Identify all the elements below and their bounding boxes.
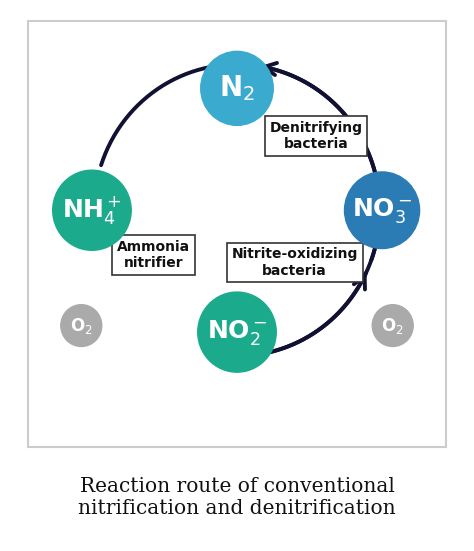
Circle shape [53, 170, 131, 250]
Circle shape [61, 305, 102, 347]
Circle shape [372, 305, 413, 347]
Text: NO$_3^-$: NO$_3^-$ [352, 196, 412, 225]
Text: Ammonia
nitrifier: Ammonia nitrifier [117, 240, 191, 270]
Text: O$_2$: O$_2$ [70, 316, 92, 336]
Text: Nitrite-oxidizing
bacteria: Nitrite-oxidizing bacteria [231, 247, 358, 278]
Text: NO$_2^-$: NO$_2^-$ [207, 317, 267, 347]
Text: Denitrifying
bacteria: Denitrifying bacteria [269, 121, 363, 151]
Text: O$_2$: O$_2$ [382, 316, 404, 336]
Text: Reaction route of conventional
nitrification and denitrification: Reaction route of conventional nitrifica… [78, 477, 396, 518]
Text: N$_2$: N$_2$ [219, 73, 255, 103]
Circle shape [201, 51, 273, 126]
Circle shape [198, 292, 276, 372]
Circle shape [345, 172, 419, 249]
Text: NH$_4^+$: NH$_4^+$ [62, 195, 122, 226]
